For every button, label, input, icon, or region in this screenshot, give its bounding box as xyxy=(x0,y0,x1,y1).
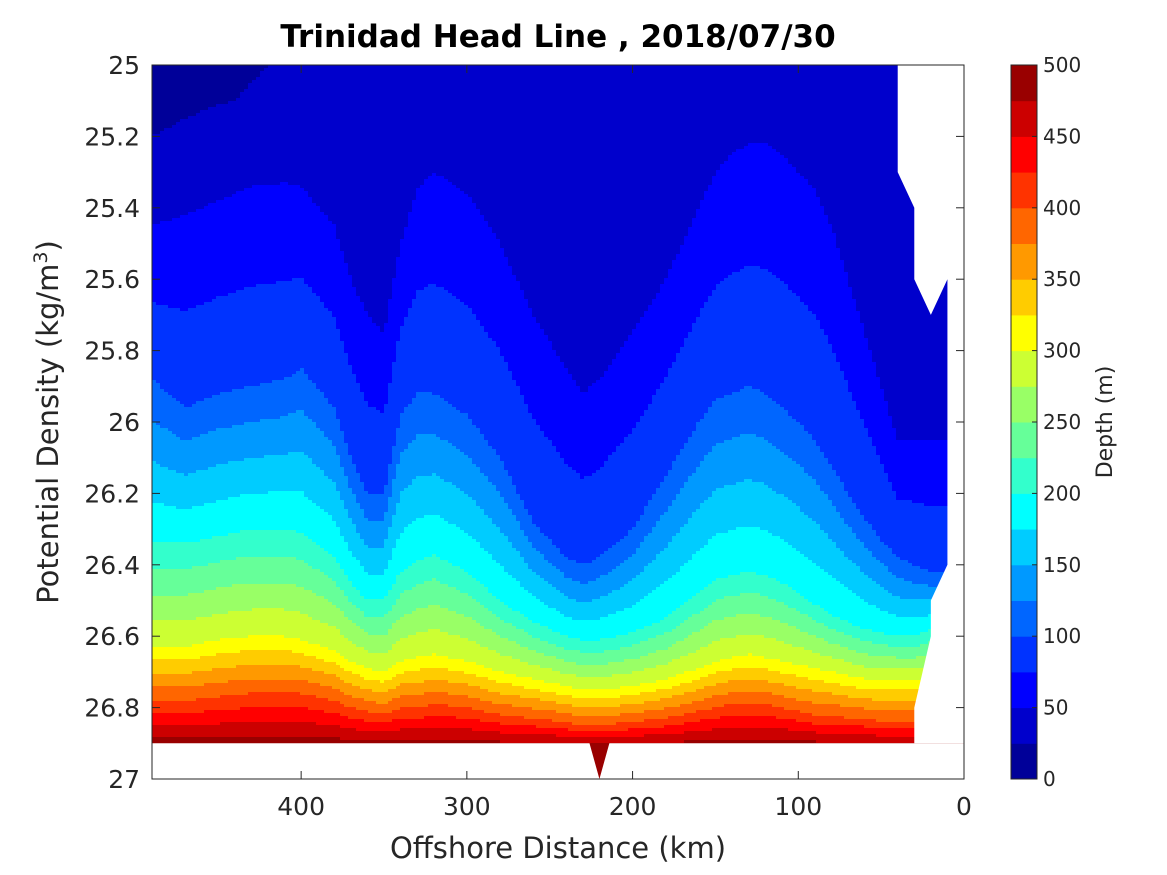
colorbar-tick-label: 0 xyxy=(1043,767,1056,791)
colorbar-level xyxy=(1011,386,1037,423)
y-tick-label: 25 xyxy=(108,51,140,80)
colorbar-tick-label: 150 xyxy=(1043,553,1081,577)
colorbar-level xyxy=(1011,207,1037,244)
colorbar-level xyxy=(1011,671,1037,709)
colorbar-level xyxy=(1011,457,1037,494)
x-tick-label: 400 xyxy=(277,792,325,821)
chart-title: Trinidad Head Line , 2018/07/30 xyxy=(280,19,835,55)
y-tick-label: 26.8 xyxy=(84,694,140,723)
colorbar-label: Depth (m) xyxy=(1093,366,1118,479)
colorbar-level xyxy=(1011,493,1037,530)
y-tick-label: 25.2 xyxy=(84,122,140,151)
colorbar-tick-label: 250 xyxy=(1043,410,1081,434)
y-tick-label: 25.6 xyxy=(84,265,140,294)
x-axis-label: Offshore Distance (km) xyxy=(390,831,726,865)
y-tick-label: 27 xyxy=(108,765,140,794)
y-tick-label: 25.4 xyxy=(84,194,140,223)
colorbar-tick-label: 50 xyxy=(1043,696,1068,720)
colorbar: 0 50 100 150 200 250 300 350 400 450 500 xyxy=(1010,53,1081,791)
x-tick-label: 300 xyxy=(443,792,491,821)
colorbar-tick-label: 450 xyxy=(1043,124,1081,148)
colorbar-tick-label: 300 xyxy=(1043,339,1081,363)
colorbar-tick-label: 200 xyxy=(1043,481,1081,505)
colorbar-level xyxy=(1011,100,1037,137)
y-axis-label: Potential Density (kg/m3) xyxy=(30,240,65,604)
x-tick-label: 100 xyxy=(774,792,822,821)
colorbar-tick-label: 400 xyxy=(1043,196,1081,220)
x-axis-ticks: 400 300 200 100 0 xyxy=(277,65,972,821)
colorbar-tick-label: 500 xyxy=(1043,53,1081,77)
colorbar-level xyxy=(1011,279,1037,316)
y-tick-label: 25.8 xyxy=(84,337,140,366)
y-tick-label: 26.2 xyxy=(84,479,140,508)
colorbar-level xyxy=(1011,350,1037,387)
colorbar-level xyxy=(1011,743,1037,780)
colorbar-tick-label: 100 xyxy=(1043,624,1081,648)
colorbar-level xyxy=(1011,707,1037,744)
colorbar-tick-label: 350 xyxy=(1043,267,1081,291)
y-axis-label-main: Potential Density (kg/m xyxy=(31,264,65,604)
contour-field xyxy=(152,65,964,779)
colorbar-level xyxy=(1011,529,1037,566)
colorbar-level xyxy=(1011,136,1037,173)
y-axis-label-superscript: 3 xyxy=(30,251,52,263)
y-axis-ticks: 25 25.2 25.4 25.6 25.8 26 26.2 26.4 26.6 26.8 27 xyxy=(84,51,964,794)
colorbar-level xyxy=(1011,172,1037,209)
y-tick-label: 26.4 xyxy=(84,551,140,580)
colorbar-level xyxy=(1011,600,1037,637)
colorbar-level xyxy=(1011,65,1037,102)
colorbar-level xyxy=(1011,636,1037,673)
y-tick-label: 26.6 xyxy=(84,622,140,651)
y-tick-label: 26 xyxy=(108,408,140,437)
colorbar-level xyxy=(1011,314,1037,352)
colorbar-level xyxy=(1011,564,1037,601)
colorbar-level xyxy=(1011,243,1037,280)
no-data-mask xyxy=(152,65,964,779)
colorbar-level xyxy=(1011,422,1037,459)
x-tick-label: 0 xyxy=(956,792,972,821)
y-axis-label-close: ) xyxy=(31,240,65,251)
x-tick-label: 200 xyxy=(609,792,657,821)
